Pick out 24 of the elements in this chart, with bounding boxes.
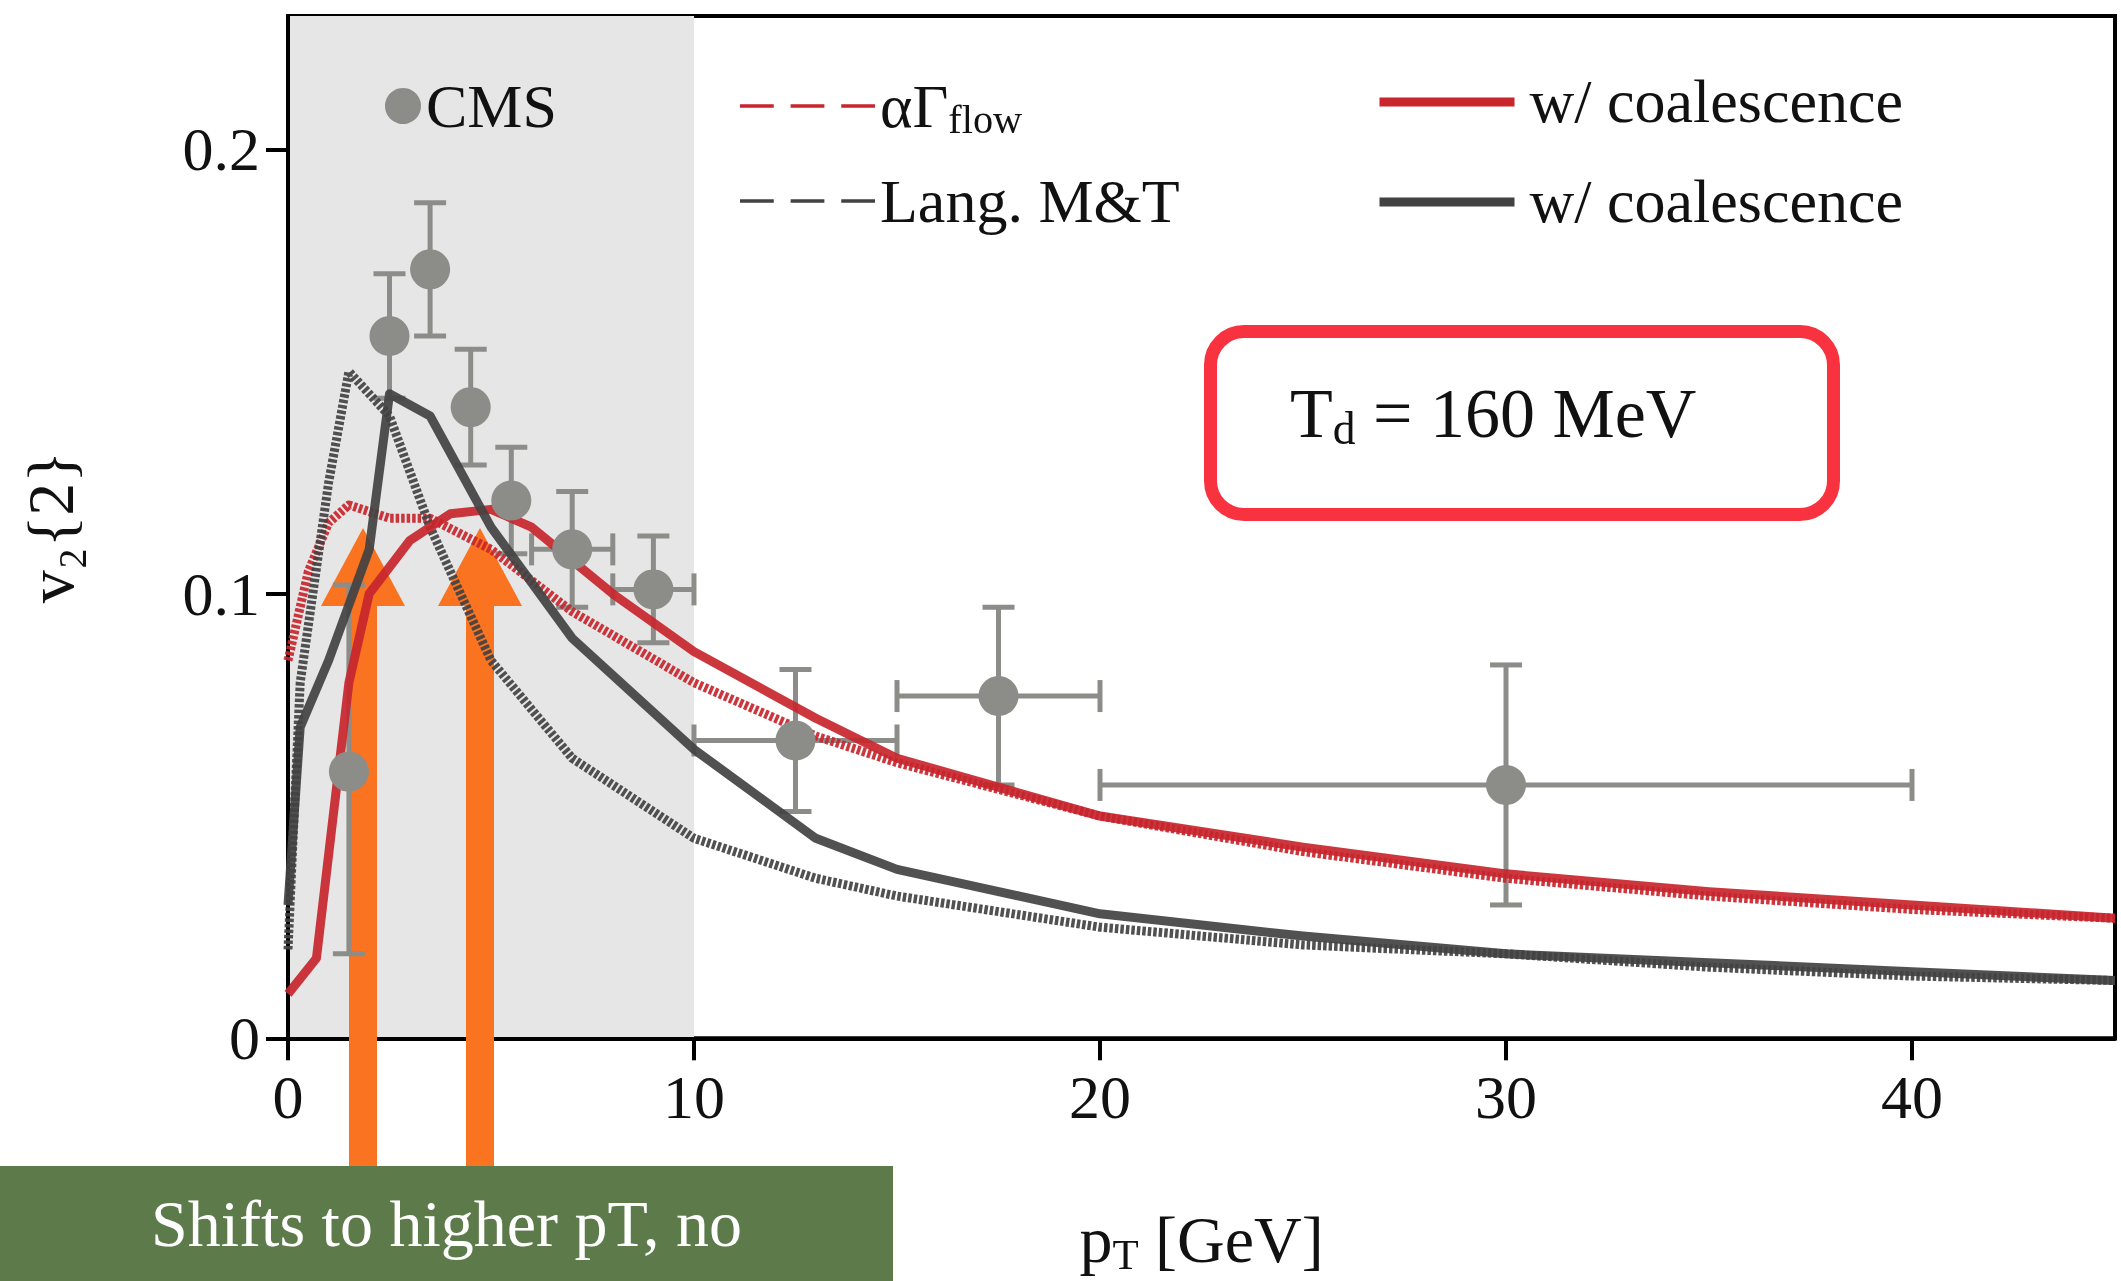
x-tick-label: 40 — [1881, 1063, 1943, 1132]
x-tick-label: 30 — [1475, 1063, 1537, 1132]
point — [328, 751, 369, 792]
text: Shifts to higher pT, no — [0, 1166, 893, 1281]
point — [978, 676, 1019, 717]
x-tick-label: 10 — [663, 1063, 725, 1132]
legend-label: w/ coalescence — [1529, 167, 1903, 235]
y-tick-label: 0.1 — [182, 559, 260, 628]
legend-label: w/ coalescence — [1529, 67, 1903, 135]
point — [1486, 764, 1526, 805]
y-tick-label: 0.2 — [182, 115, 260, 184]
point — [633, 569, 674, 610]
legend-label: CMS — [426, 72, 557, 140]
point — [552, 529, 593, 570]
point — [491, 480, 532, 521]
y-tick-label: 0 — [229, 1004, 260, 1073]
legend-label: Lang. M&T — [880, 166, 1180, 235]
point — [450, 387, 491, 428]
x-tick-label: 0 — [272, 1063, 304, 1132]
point — [775, 720, 816, 761]
y-axis-title: v₂{2} — [13, 450, 87, 604]
point — [369, 316, 410, 357]
point — [410, 249, 451, 290]
x-tick-label: 20 — [1069, 1063, 1131, 1132]
